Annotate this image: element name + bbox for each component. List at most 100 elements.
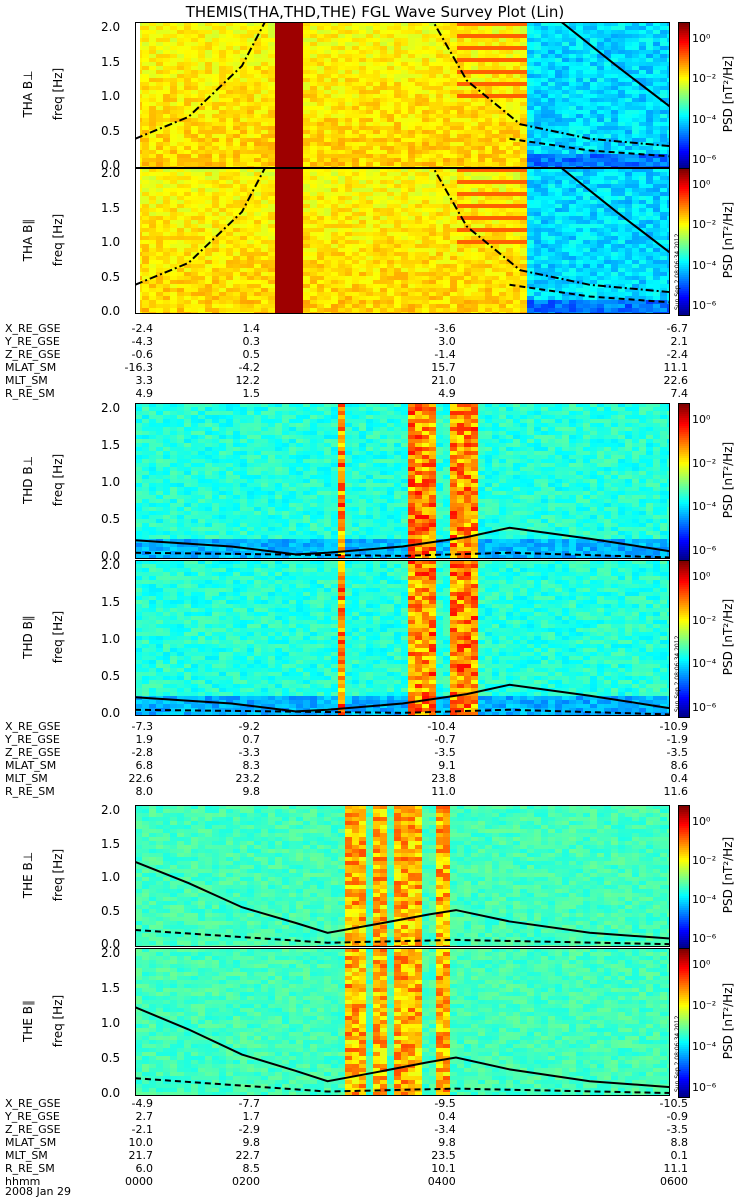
spectrogram-cell (352, 196, 359, 200)
spectrogram-cell (646, 26, 653, 30)
spectrogram-cell (219, 74, 226, 78)
spectrogram-cell (548, 162, 555, 166)
spectrogram-cell (156, 184, 163, 188)
spectrogram-cell (324, 268, 331, 272)
spectrogram-cell (331, 86, 338, 90)
spectrogram-cell (156, 204, 163, 208)
spectrogram-cell (268, 34, 275, 38)
spectrogram-cell (254, 308, 261, 312)
spectrogram-cell (212, 22, 219, 26)
spectrogram-cell (366, 46, 373, 50)
spectrogram-cell (282, 172, 289, 176)
spectrogram-cell (282, 50, 289, 54)
spectrogram-cell (415, 82, 422, 86)
spectrogram-cell (646, 66, 653, 70)
spectrogram-cell (247, 288, 254, 292)
spectrogram-cell (548, 30, 555, 34)
spectrogram-cell (233, 110, 240, 114)
spectrogram-cell (275, 30, 282, 34)
spectrogram-cell (478, 154, 485, 158)
spectrogram-cell (352, 244, 359, 248)
spectrogram-cell (583, 118, 590, 122)
spectrogram-cell (282, 304, 289, 308)
spectrogram-cell (429, 162, 436, 166)
spectrogram-cell (345, 42, 352, 46)
spectrogram-cell (541, 78, 548, 82)
spectrogram-cell (338, 176, 345, 180)
spectrogram-cell (219, 34, 226, 38)
spectrogram-cell (457, 66, 464, 70)
spectrogram-cell (569, 142, 576, 146)
spectrogram-cell (282, 180, 289, 184)
colorbar-band (679, 45, 689, 47)
spectrogram-cell (513, 146, 520, 150)
spectrogram-cell (233, 150, 240, 154)
spectrogram-cell (408, 26, 415, 30)
spectrogram-cell (604, 102, 611, 106)
spectrogram-cell (506, 304, 513, 308)
ytick-label: 0.5 (101, 123, 121, 138)
colorbar-band (679, 99, 689, 101)
ytick-label: 2.0 (101, 20, 121, 34)
spectrogram-cell (191, 70, 198, 74)
spectrogram-cell (646, 70, 653, 74)
spectrogram-cell (443, 200, 450, 204)
spectrogram-cell (247, 228, 254, 232)
spectrogram-cell (611, 158, 618, 162)
spectrogram-cell (513, 232, 520, 236)
spectrogram-cell (352, 260, 359, 264)
spectrogram-cell (618, 130, 625, 134)
spectrogram-cell (646, 110, 653, 114)
spectrogram-cell (527, 58, 534, 62)
spectrogram-cell (345, 308, 352, 312)
spectrogram-cell (191, 78, 198, 82)
spectrogram-cell (338, 292, 345, 296)
spectrogram-cell (163, 264, 170, 268)
spectrogram-cell (240, 268, 247, 272)
spectrogram-cell (485, 118, 492, 122)
spectrogram-cell (366, 42, 373, 46)
spectrogram-cell (303, 118, 310, 122)
spectrogram-cell (184, 288, 191, 292)
spectrogram-cell (618, 122, 625, 126)
spectrogram-cell (275, 284, 282, 288)
spectrogram-cell (296, 90, 303, 94)
spectrogram-cell (163, 66, 170, 70)
spectrogram-cell (205, 176, 212, 180)
spectrogram-cell (520, 212, 527, 216)
spectrogram-cell (345, 150, 352, 154)
spectrogram-cell (142, 130, 149, 134)
spectrogram-cell (324, 106, 331, 110)
spectrogram-cell (205, 256, 212, 260)
spectrogram-cell (282, 204, 289, 208)
spectrogram-cell (471, 200, 478, 204)
spectrogram-cell (471, 94, 478, 98)
spectrogram-cell (667, 162, 670, 166)
spectrogram-cell (415, 232, 422, 236)
spectrogram-cell (562, 102, 569, 106)
spectrogram-cell (555, 50, 562, 54)
spectrogram-cell (422, 192, 429, 196)
spectrogram-cell (205, 158, 212, 162)
spectrogram-cell (443, 150, 450, 154)
spectrogram-cell (569, 38, 576, 42)
spectrogram-cell (275, 54, 282, 58)
spectrogram-cell (436, 126, 443, 130)
spectrogram-cell (387, 114, 394, 118)
spectrogram-cell (205, 264, 212, 268)
colorbar-band (679, 101, 689, 103)
spectrogram-cell (667, 78, 670, 82)
spectrogram-cell (191, 58, 198, 62)
spectrogram-cell (212, 78, 219, 82)
spectrogram-cell (415, 276, 422, 280)
spectrogram-cell (261, 30, 268, 34)
spectrogram-cell (464, 172, 471, 176)
spectrogram-cell (226, 288, 233, 292)
spectrogram-cell (261, 288, 268, 292)
spectrogram-cell (520, 94, 527, 98)
spectrogram-cell (499, 252, 506, 256)
spectrogram-cell (618, 134, 625, 138)
colorbar-band (679, 157, 689, 159)
spectrogram-cell (366, 150, 373, 154)
spectrogram-cell (226, 248, 233, 252)
